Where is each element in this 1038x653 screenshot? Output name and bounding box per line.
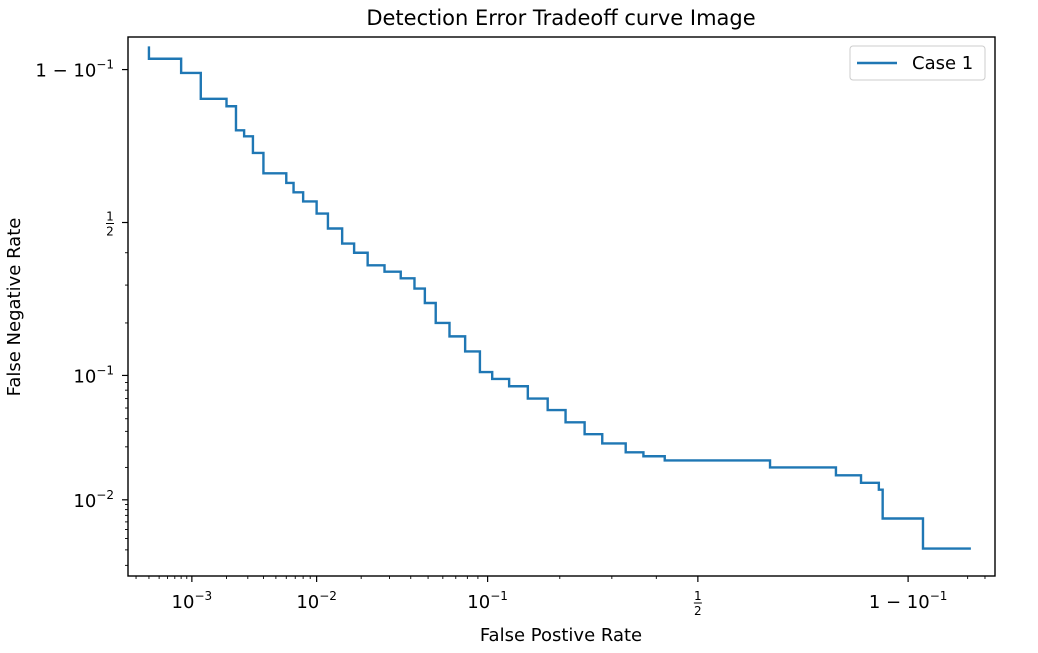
x-tick-label-4: 1 − 10−1 (869, 589, 948, 613)
y-tick-label-2-denominator: 2 (106, 225, 114, 239)
x-tick-label-3: 12 (693, 589, 702, 618)
y-axis-label: False Negative Rate (4, 218, 25, 397)
chart-title: Detection Error Tradeoff curve Image (366, 6, 755, 30)
series-layer (147, 46, 971, 550)
minor-ticks (125, 252, 986, 579)
legend-label: Case 1 (912, 53, 973, 74)
y-axis-ticks: 10−2 10−1 12 1 − 10−1 (35, 58, 128, 512)
plot-area (127, 36, 996, 577)
y-tick-label-3: 1 − 10−1 (35, 58, 114, 82)
x-tick-label-3-numerator: 1 (694, 589, 702, 603)
legend: Case 1 (849, 45, 986, 81)
y-tick-label-2-numerator: 1 (106, 210, 114, 224)
x-tick-label-1: 10−2 (296, 589, 337, 613)
x-tick-label-2: 10−1 (467, 589, 508, 613)
y-tick-label-2: 12 (106, 210, 114, 239)
x-axis-label: False Postive Rate (480, 625, 642, 646)
y-tick-label-1: 10−1 (73, 363, 114, 387)
series-line-0 (147, 46, 971, 550)
x-axis-ticks: 10−3 10−2 10−1 12 1 − 10−1 (172, 576, 948, 618)
x-tick-label-0: 10−3 (172, 589, 213, 613)
y-tick-label-0: 10−2 (73, 488, 114, 512)
x-tick-label-3-denominator: 2 (694, 604, 702, 618)
legend-box (849, 45, 986, 81)
